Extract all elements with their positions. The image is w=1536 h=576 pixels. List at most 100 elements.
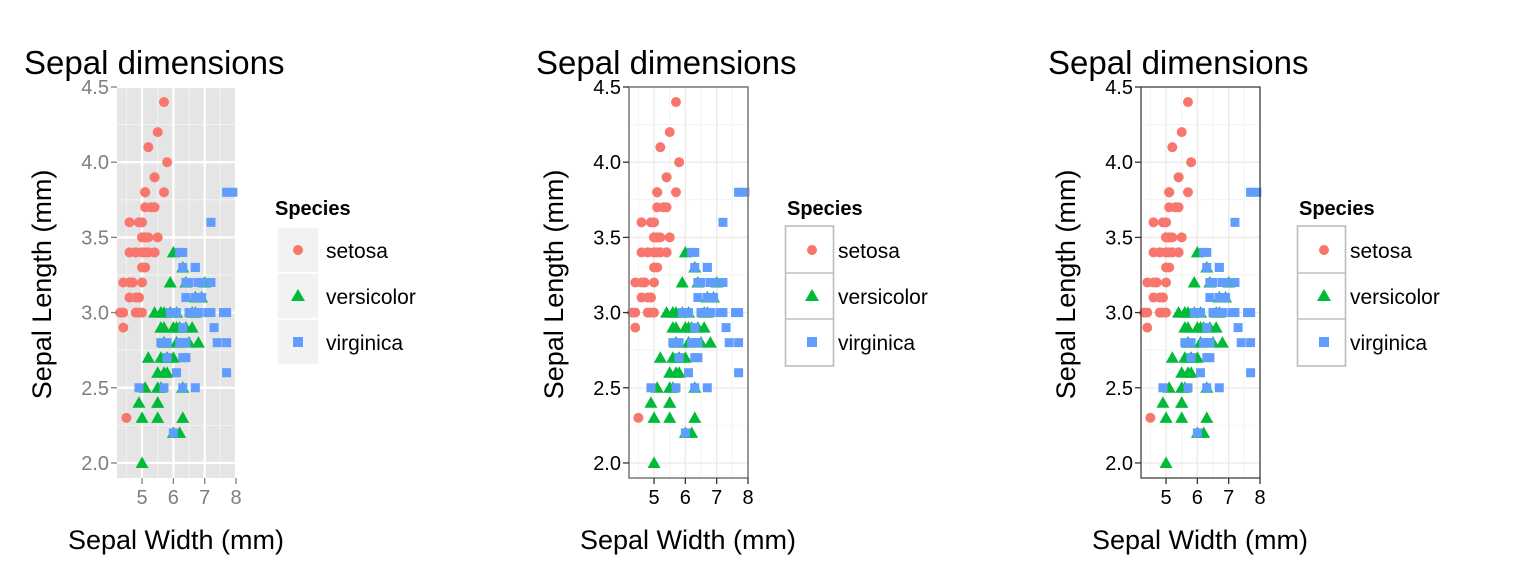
data-point-versicolor [141, 351, 155, 363]
data-point-setosa [1145, 412, 1156, 423]
data-point-virginica [1230, 278, 1240, 287]
chart-panel-1: 2.0 2.5 3.0 3.5 4.0 4.5 5 6 7 8 Sepal dimensions Se… [24, 44, 416, 555]
data-point-setosa [1167, 142, 1178, 153]
x-tick-label: 5 [648, 487, 659, 509]
data-point-versicolor [151, 411, 165, 423]
data-point-setosa [1161, 232, 1172, 243]
data-point-virginica [1158, 383, 1168, 393]
data-point-setosa [1182, 97, 1193, 108]
data-point-setosa [1142, 307, 1153, 318]
data-point-setosa [664, 127, 675, 138]
data-point-setosa [118, 307, 129, 318]
data-point-virginica [222, 368, 232, 378]
x-tick-label: 7 [711, 487, 722, 509]
data-point-virginica [165, 308, 175, 318]
data-point-virginica [1189, 308, 1199, 318]
legend-symbol-setosa [807, 245, 817, 255]
data-point-virginica [1221, 293, 1231, 303]
x-axis-title: Sepal Width (mm) [580, 525, 796, 555]
data-point-setosa [130, 307, 141, 318]
data-point-virginica [222, 308, 232, 318]
plot-border [628, 86, 749, 479]
data-point-virginica [674, 353, 684, 363]
data-point-virginica [1246, 187, 1256, 197]
data-point-virginica [190, 262, 200, 272]
y-tick-label: 3.0 [1105, 303, 1133, 325]
legend-symbol-versicolor [805, 289, 819, 301]
data-point-versicolor [669, 321, 683, 333]
y-tick-label: 4.0 [1105, 152, 1133, 174]
data-point-virginica [178, 383, 188, 393]
data-point-virginica [1233, 323, 1243, 333]
data-point-setosa [162, 157, 173, 168]
data-point-versicolor [663, 396, 677, 408]
data-point-versicolor [160, 366, 174, 378]
x-tick-label: 6 [680, 487, 691, 509]
chart-panel-2: 2.0 2.5 3.0 3.5 4.0 4.5 5 6 7 8 Sepal dimensions Se… [536, 44, 928, 555]
y-tick-label: 4.0 [81, 152, 109, 174]
data-point-virginica [690, 383, 700, 393]
data-point-virginica [1230, 308, 1240, 318]
data-point-versicolor [1187, 276, 1201, 288]
data-point-virginica [156, 338, 166, 348]
legend-label-setosa: setosa [326, 240, 388, 263]
data-point-setosa [1157, 292, 1168, 303]
y-tick-label: 2.5 [1105, 378, 1133, 400]
data-point-versicolor [163, 276, 177, 288]
y-tick-label: 4.0 [593, 152, 621, 174]
data-point-setosa [645, 292, 656, 303]
data-point-setosa [1161, 262, 1172, 273]
legend: Species setosa versicolor virginica [1296, 198, 1440, 367]
data-point-setosa [655, 142, 666, 153]
data-point-virginica [702, 383, 712, 393]
data-point-virginica [1214, 308, 1224, 318]
y-tick-label: 4.5 [81, 77, 109, 99]
y-axis-title: Sepal Length (mm) [27, 170, 57, 400]
y-axis-title: Sepal Length (mm) [539, 170, 569, 400]
data-point-setosa [1164, 247, 1175, 258]
legend-label-versicolor: versicolor [838, 286, 928, 309]
data-point-virginica [734, 368, 744, 378]
data-point-virginica [197, 293, 207, 303]
data-point-setosa [674, 157, 685, 168]
data-point-virginica [721, 323, 731, 333]
data-point-setosa [158, 97, 169, 108]
data-point-virginica [1202, 262, 1212, 272]
data-point-virginica [162, 353, 172, 363]
data-point-setosa [1176, 127, 1187, 138]
x-axis-title: Sepal Width (mm) [68, 525, 284, 555]
data-point-setosa [670, 187, 681, 198]
data-point-virginica [1192, 428, 1202, 438]
data-point-virginica [162, 338, 172, 348]
legend-symbol-versicolor [1317, 289, 1331, 301]
x-tick-label: 7 [199, 487, 210, 509]
y-tick-label: 2.0 [81, 453, 109, 475]
chart-title: Sepal dimensions [1048, 44, 1309, 81]
data-point-virginica [709, 293, 719, 303]
legend-title: Species [275, 198, 351, 220]
data-point-versicolor [1156, 396, 1170, 408]
data-point-virginica [734, 338, 744, 348]
data-point-virginica [175, 247, 185, 257]
data-point-versicolor [1175, 411, 1189, 423]
data-point-virginica [1214, 383, 1224, 393]
data-point-virginica [1208, 308, 1218, 318]
data-point-setosa [645, 217, 656, 228]
data-point-virginica [168, 428, 178, 438]
data-point-setosa [137, 232, 148, 243]
legend-symbol-virginica [807, 337, 817, 347]
y-tick-label: 4.5 [1105, 77, 1133, 99]
data-point-virginica [693, 278, 703, 287]
data-point-setosa [630, 322, 641, 333]
data-point-virginica [222, 338, 232, 348]
data-point-setosa [670, 97, 681, 108]
legend: Species setosa versicolor virginica [275, 198, 416, 366]
data-point-setosa [140, 187, 151, 198]
data-point-virginica [1252, 187, 1262, 197]
data-point-virginica [181, 278, 191, 287]
data-point-virginica [702, 262, 712, 272]
data-point-versicolor [151, 396, 165, 408]
data-point-virginica [1230, 217, 1240, 227]
data-point-virginica [1199, 247, 1209, 257]
